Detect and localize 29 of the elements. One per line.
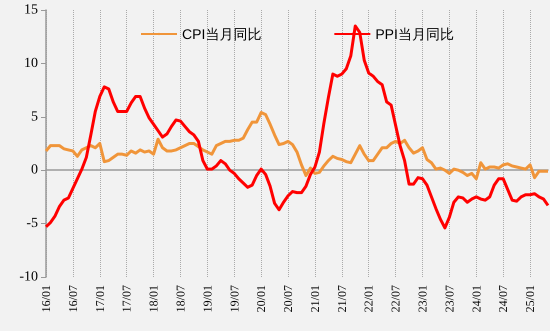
x-tick-label: 22/01 [362, 285, 376, 312]
x-tick-label: 18/01 [146, 285, 161, 312]
x-tick-label: 23/01 [416, 285, 430, 312]
x-tick-label: 16/01 [39, 285, 53, 312]
x-tick-label: 17/07 [120, 285, 134, 312]
x-tick-label: 21/01 [308, 285, 322, 312]
x-tick-label: 25/01 [523, 285, 538, 312]
x-tick-label: 20/01 [254, 285, 268, 312]
x-tick-label: 17/01 [92, 285, 107, 312]
y-tick-label: 5 [31, 109, 38, 124]
x-tick-label: 24/07 [496, 285, 510, 312]
legend-label: CPI当月同比 [182, 26, 262, 42]
x-tick-label: 21/07 [334, 285, 349, 312]
legend-label: PPI当月同比 [375, 26, 454, 42]
line-series [44, 24, 550, 230]
x-tick-label: 20/07 [281, 285, 296, 312]
x-tick-label: 24/01 [469, 285, 484, 312]
y-tick-label: 0 [31, 162, 38, 178]
y-tick-label: -5 [26, 216, 38, 232]
x-tick-label: 19/01 [200, 285, 214, 312]
x-tick-label: 19/07 [227, 285, 242, 312]
y-tick-label: 15 [24, 2, 38, 18]
y-tick-label: 10 [24, 56, 38, 71]
x-tick-label: 18/07 [173, 285, 188, 312]
x-tick-label: 16/07 [66, 285, 80, 312]
x-tick-label: 23/07 [442, 285, 456, 312]
x-tick-label: 22/07 [388, 285, 403, 312]
line-series [44, 111, 550, 180]
y-tick-label: -10 [19, 270, 38, 284]
